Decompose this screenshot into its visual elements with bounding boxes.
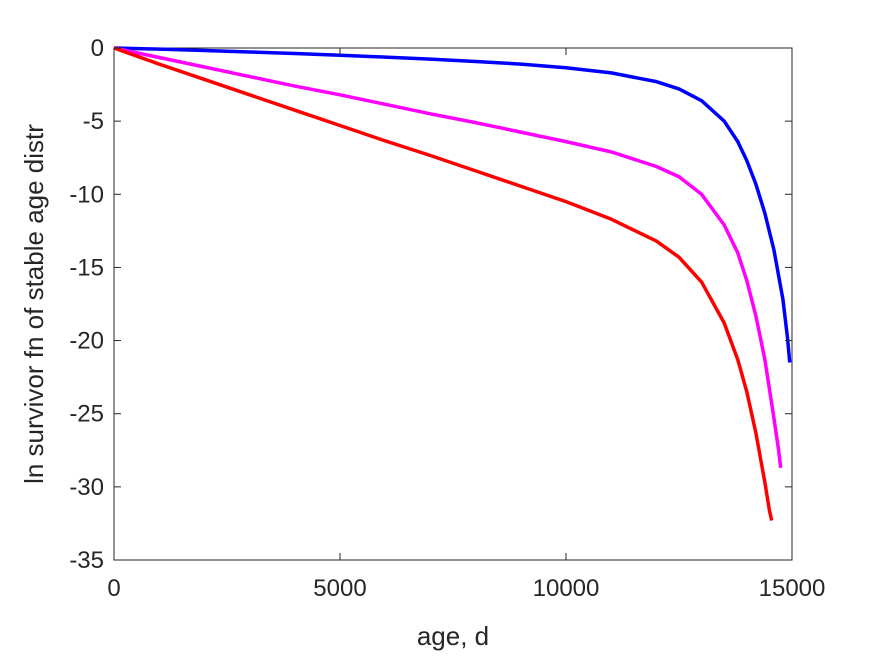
x-axis-label: age, d bbox=[417, 621, 489, 651]
x-axis-ticks: 0 5000 10000 15000 bbox=[107, 48, 825, 602]
series-line-2 bbox=[113, 46, 783, 469]
y-axis-ticks: 0 -5 -10 -15 -20 -25 -30 -35 bbox=[69, 35, 792, 574]
plot-area bbox=[113, 47, 793, 561]
x-tick-label: 5000 bbox=[313, 575, 366, 602]
series-line-3 bbox=[113, 46, 774, 521]
y-tick-label: -30 bbox=[69, 474, 104, 501]
y-tick-label: 0 bbox=[91, 35, 104, 62]
y-tick-label: -35 bbox=[69, 547, 104, 574]
y-tick-label: -25 bbox=[69, 401, 104, 428]
y-axis-label: ln survivor fn of stable age distr bbox=[19, 124, 49, 484]
series-line-1 bbox=[113, 46, 792, 363]
y-tick-label: -15 bbox=[69, 254, 104, 281]
y-tick-label: -5 bbox=[83, 108, 104, 135]
x-tick-label: 15000 bbox=[759, 575, 826, 602]
y-tick-label: -10 bbox=[69, 181, 104, 208]
y-tick-label: -20 bbox=[69, 328, 104, 355]
axes-box bbox=[113, 47, 793, 561]
series-layer bbox=[113, 46, 792, 521]
x-tick-label: 10000 bbox=[533, 575, 600, 602]
x-tick-label: 0 bbox=[107, 575, 120, 602]
